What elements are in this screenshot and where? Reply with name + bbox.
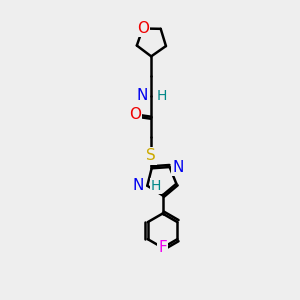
Text: H: H bbox=[151, 179, 161, 193]
Text: N: N bbox=[172, 160, 184, 175]
Text: H: H bbox=[157, 88, 167, 103]
Text: S: S bbox=[146, 148, 156, 164]
Text: F: F bbox=[158, 240, 167, 255]
Text: O: O bbox=[137, 21, 149, 36]
Text: O: O bbox=[129, 107, 141, 122]
Text: N: N bbox=[132, 178, 144, 193]
Text: N: N bbox=[136, 88, 148, 103]
